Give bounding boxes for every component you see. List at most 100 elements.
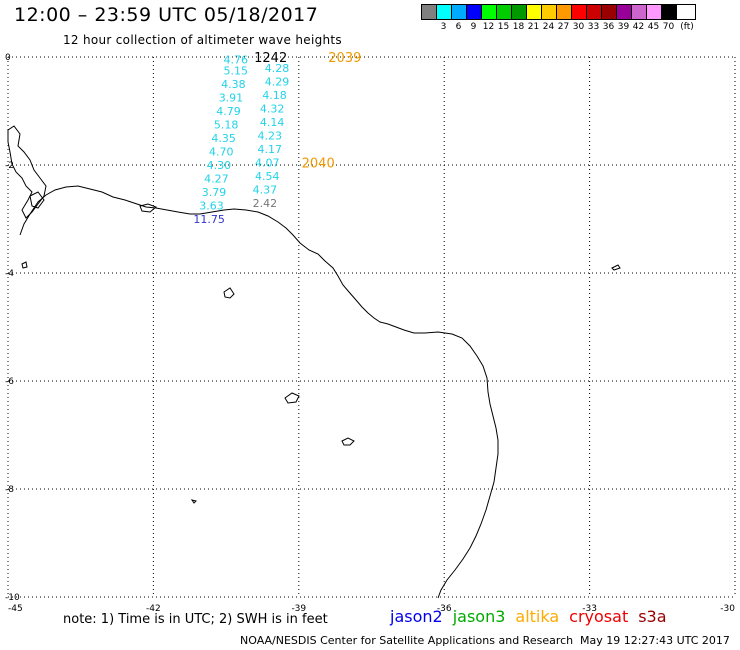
atol-das-rocas <box>223 287 235 299</box>
wave-height-value: 4.27 <box>204 173 229 186</box>
y-tick-label: -10 <box>5 593 20 603</box>
wave-height-value: 11.75 <box>193 213 225 226</box>
brazil-coastline <box>19 185 499 599</box>
legend-swatch <box>602 5 617 19</box>
x-tick-label: -42 <box>146 604 161 614</box>
wave-height-value: 4.14 <box>260 116 285 129</box>
map-grid <box>7 56 736 598</box>
map-subtitle: 12 hour collection of altimeter wave hei… <box>63 33 342 47</box>
satellite-label-s3a: s3a <box>638 607 667 626</box>
legend-swatch <box>662 5 677 19</box>
wave-height-value: 4.23 <box>257 129 282 142</box>
satellite-label-altika: altika <box>515 607 560 626</box>
legend-swatch <box>497 5 512 19</box>
legend-swatch <box>542 5 557 19</box>
y-tick-label: -6 <box>5 377 14 387</box>
legend-swatch <box>632 5 647 19</box>
legend-swatch <box>422 5 437 19</box>
x-tick-label: -36 <box>437 604 452 614</box>
wave-height-value: 3.79 <box>202 186 227 199</box>
wave-height-value: 4.18 <box>262 89 287 102</box>
wave-height-value: 4.30 <box>207 159 232 172</box>
track-time-label: 1242 <box>254 51 287 66</box>
legend-label: 33 <box>587 22 600 32</box>
legend-label: 21 <box>527 22 540 32</box>
wave-height-value: 4.35 <box>211 132 236 145</box>
satellite-label-cryosat: cryosat <box>569 607 629 626</box>
coastline <box>7 125 621 599</box>
island-mid-b <box>341 437 355 446</box>
x-tick-label: -30 <box>720 604 735 614</box>
wave-height-value: 4.79 <box>216 105 241 118</box>
legend-unit: (ft) <box>680 22 694 32</box>
y-tick-label: -4 <box>5 269 14 279</box>
axis-labels: -45 -42 -39 -36 -33 -30 0 -2 -4 -6 -8 -10 <box>5 53 735 614</box>
legend-swatch <box>647 5 662 19</box>
wave-height-value: 3.91 <box>219 92 244 105</box>
wave-height-value: 4.38 <box>221 78 246 91</box>
legend-label: 45 <box>647 22 660 32</box>
legend-label: 6 <box>455 22 462 32</box>
wave-height-value: 2.42 <box>253 197 278 210</box>
satellite-label-jason2: jason2 <box>390 607 443 626</box>
wave-height-value: 4.70 <box>209 146 234 159</box>
y-tick-label: -8 <box>5 485 14 495</box>
coastal-inlet <box>139 203 157 213</box>
legend-swatch <box>572 5 587 19</box>
island-west-dot <box>190 499 197 504</box>
legend-label: 12 <box>482 22 495 32</box>
color-scale-labels: 3 6 9 12 15 18 21 24 27 30 33 36 39 42 45 70 (ft) <box>421 22 696 32</box>
amazon-delta-islet <box>29 191 45 209</box>
wave-height-value: 3.63 <box>199 200 224 213</box>
y-tick-label: 0 <box>5 53 11 63</box>
legend-label: 42 <box>632 22 645 32</box>
wave-height-value: 4.37 <box>253 183 278 196</box>
legend-label: 3 <box>440 22 447 32</box>
color-scale-legend: 3 6 9 12 15 18 21 24 27 30 33 36 39 42 45 70 (ft) <box>421 4 696 32</box>
y-tick-label: -2 <box>5 161 14 171</box>
legend-swatch <box>437 5 452 19</box>
legend-swatch <box>482 5 497 19</box>
legend-label: 18 <box>512 22 525 32</box>
wave-height-value: 4.76 <box>224 54 249 67</box>
timestamp: May 19 12:27:43 UTC 2017 <box>580 634 730 647</box>
track-time-label: 2039 <box>328 51 361 66</box>
units-note: note: 1) Time is in UTC; 2) SWH is in fe… <box>63 612 328 627</box>
legend-swatch <box>587 5 602 19</box>
legend-label: 30 <box>572 22 585 32</box>
island-mid-a <box>284 392 300 404</box>
satellite-legend: jason2 jason3 altika cryosat s3a <box>390 607 677 626</box>
marajo-island <box>7 125 47 219</box>
legend-label: 24 <box>542 22 555 32</box>
track-time-label: 2040 <box>302 156 335 171</box>
legend-label: 39 <box>617 22 630 32</box>
wave-height-value: 4.29 <box>265 75 290 88</box>
legend-swatch <box>512 5 527 19</box>
x-tick-label: -33 <box>582 604 597 614</box>
legend-label: 9 <box>470 22 477 32</box>
color-scale-bar <box>421 4 696 20</box>
legend-label: 70 <box>662 22 675 32</box>
x-tick-label: -45 <box>8 604 23 614</box>
credit-line: NOAA/NESDIS Center for Satellite Applica… <box>240 634 574 647</box>
legend-swatch <box>527 5 542 19</box>
wave-height-value: 4.54 <box>255 170 280 183</box>
legend-swatch <box>452 5 467 19</box>
map-title: 12:00 – 23:59 UTC 05/18/2017 <box>14 4 319 26</box>
wave-height-value: 4.17 <box>257 143 282 156</box>
island-east-9 <box>611 264 621 271</box>
wave-height-value: 4.07 <box>255 156 280 169</box>
wave-height-value: 5.15 <box>224 65 249 78</box>
legend-swatch <box>617 5 632 19</box>
satellite-label-jason3: jason3 <box>452 607 506 626</box>
x-tick-label: -39 <box>291 604 306 614</box>
wave-height-value: 5.18 <box>214 119 239 132</box>
island-west-coast <box>21 261 28 269</box>
legend-label: 36 <box>602 22 615 32</box>
wave-height-value: 4.32 <box>260 102 285 115</box>
legend-label: 15 <box>497 22 510 32</box>
wave-height-observations: 4.765.154.383.914.795.184.354.704.304.27… <box>193 51 361 226</box>
legend-label: 27 <box>557 22 570 32</box>
legend-swatch <box>557 5 572 19</box>
